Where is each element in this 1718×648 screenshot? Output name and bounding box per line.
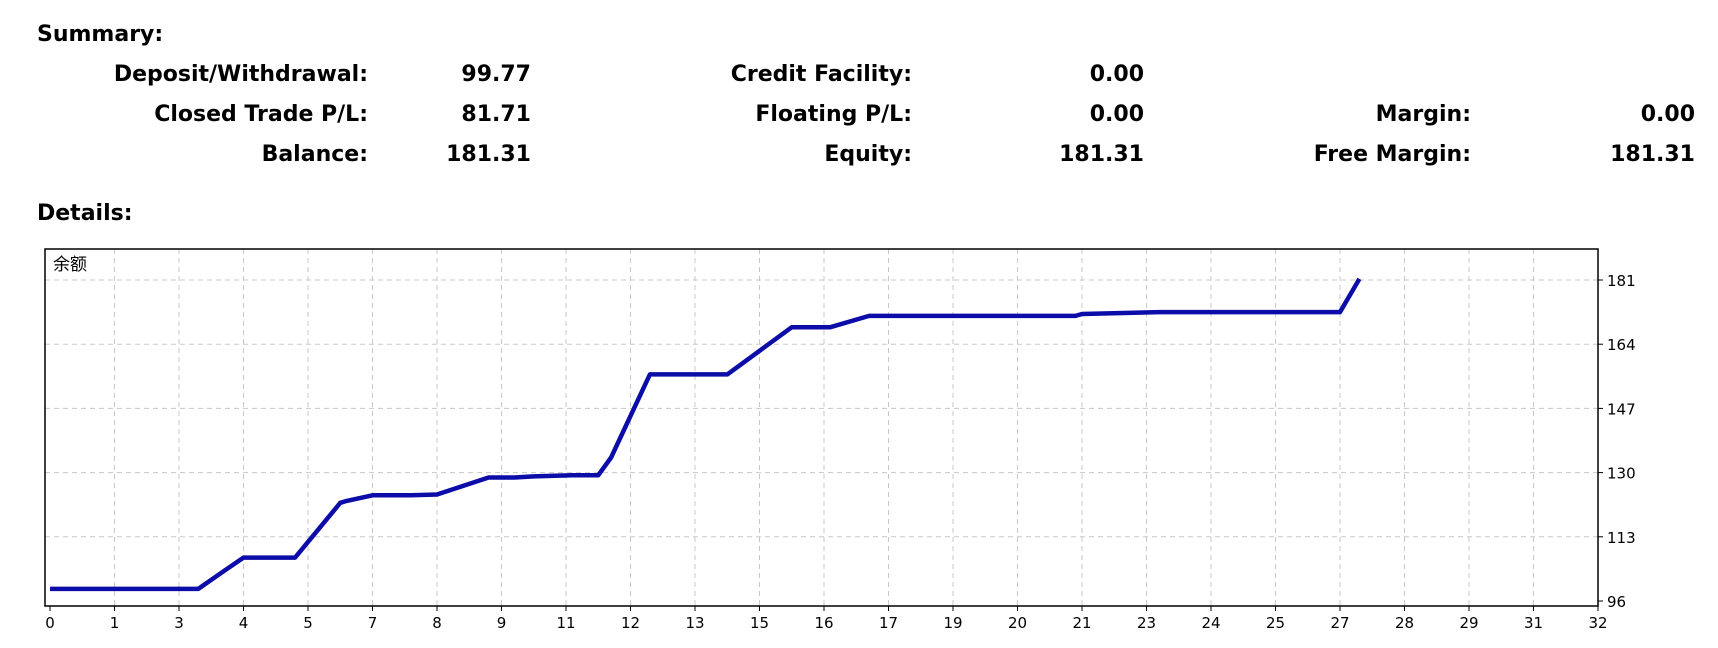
balance-value: 181.31	[446, 142, 531, 167]
deposit-withdrawal-value: 99.77	[461, 62, 531, 87]
y-tick-label: 113	[1607, 529, 1636, 547]
free-margin-label: Free Margin:	[1313, 142, 1471, 167]
x-tick-label: 29	[1459, 614, 1478, 632]
summary-heading: Summary:	[37, 22, 164, 47]
x-tick-label: 8	[432, 614, 442, 632]
y-tick-label: 130	[1607, 465, 1636, 483]
x-tick-label: 16	[814, 614, 833, 632]
x-tick-label: 4	[239, 614, 249, 632]
x-tick-label: 12	[621, 614, 640, 632]
margin-value: 0.00	[1640, 102, 1695, 127]
x-tick-label: 5	[303, 614, 313, 632]
x-tick-label: 19	[943, 614, 962, 632]
x-tick-label: 25	[1266, 614, 1285, 632]
plot-frame	[44, 248, 1599, 607]
closed-trade-pl-value: 81.71	[461, 102, 531, 127]
x-tick-label: 1	[110, 614, 120, 632]
x-tick-label: 15	[750, 614, 769, 632]
balance-label: Balance:	[261, 142, 368, 167]
floating-pl-label: Floating P/L:	[755, 102, 912, 127]
x-tick-label: 20	[1008, 614, 1027, 632]
equity-label: Equity:	[824, 142, 912, 167]
y-tick-label: 96	[1607, 593, 1626, 611]
x-tick-label: 7	[368, 614, 378, 632]
equity-value: 181.31	[1059, 142, 1144, 167]
closed-trade-pl-label: Closed Trade P/L:	[154, 102, 368, 127]
x-tick-label: 11	[556, 614, 575, 632]
details-heading: Details:	[37, 201, 133, 226]
free-margin-value: 181.31	[1610, 142, 1695, 167]
margin-label: Margin:	[1375, 102, 1471, 127]
x-tick-label: 31	[1524, 614, 1543, 632]
x-tick-label: 32	[1588, 614, 1607, 632]
credit-facility-value: 0.00	[1089, 62, 1144, 87]
balance-series-line	[50, 277, 1362, 592]
x-tick-label: 23	[1137, 614, 1156, 632]
x-tick-label: 0	[45, 614, 55, 632]
x-tick-label: 13	[685, 614, 704, 632]
credit-facility-label: Credit Facility:	[730, 62, 912, 87]
chart-grid	[45, 249, 1598, 606]
x-tick-label: 21	[1072, 614, 1091, 632]
x-tick-label: 3	[174, 614, 184, 632]
x-tick-label: 24	[1201, 614, 1220, 632]
x-axis: 0 1 3 4 5 7 8 9 11 12 13 15 16 17 19 20 21 23 24 25 27 28 29 31…	[45, 606, 1608, 632]
y-tick-label: 164	[1607, 336, 1636, 354]
x-tick-label: 28	[1395, 614, 1414, 632]
y-tick-label: 147	[1607, 400, 1636, 418]
x-tick-label: 17	[879, 614, 898, 632]
y-tick-label: 181	[1607, 272, 1636, 290]
x-tick-label: 9	[497, 614, 507, 632]
floating-pl-value: 0.00	[1089, 102, 1144, 127]
x-tick-label: 27	[1330, 614, 1349, 632]
chart-title: 余额	[53, 255, 87, 275]
deposit-withdrawal-label: Deposit/Withdrawal:	[113, 62, 368, 87]
y-axis: 96 113 130 147 164 181	[1598, 272, 1636, 611]
